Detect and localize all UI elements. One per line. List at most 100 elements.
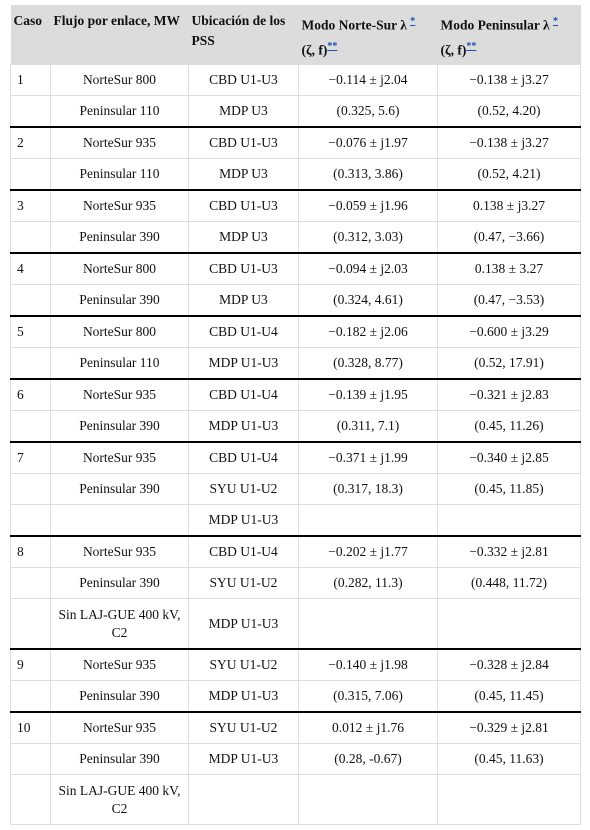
- table-cell: MDP U1-U3: [188, 598, 299, 650]
- table-cell: MDP U1-U3: [188, 743, 299, 775]
- table-row: 5 NorteSur 800 CBD U1-U4 −0.182 ± j2.06 −0.6…: [10, 315, 581, 348]
- table-cell: NorteSur 935: [50, 535, 189, 568]
- table-cell: MDP U1-U3: [188, 410, 299, 443]
- table-cell: (0.45, 11.45): [437, 680, 581, 713]
- table-cell: MDP U1-U3: [188, 347, 299, 380]
- table-cell: CBD U1-U4: [188, 441, 299, 474]
- caso-cell: [10, 410, 51, 443]
- table-cell: CBD U1-U4: [188, 535, 299, 568]
- table-cell: (0.45, 11.85): [437, 473, 581, 505]
- table-row: 2 NorteSur 935 CBD U1-U3 −0.076 ± j1.97 −0.1…: [10, 126, 581, 159]
- table-cell: NorteSur 800: [50, 315, 189, 348]
- table-cell: −0.371 ± j1.99: [298, 441, 438, 474]
- header-cell: Ubicación de los PSS: [188, 5, 299, 65]
- table-cell: NorteSur 800: [50, 64, 189, 96]
- table-cell: CBD U1-U4: [188, 315, 299, 348]
- table-cell: [188, 774, 299, 825]
- table-row: Peninsular 390 MDP U1-U3 (0.315, 7.06) (0.4…: [10, 680, 581, 713]
- table-cell: (0.282, 11.3): [298, 567, 438, 599]
- table-cell: −0.182 ± j2.06: [298, 315, 438, 348]
- table-cell: Peninsular 110: [50, 95, 189, 128]
- table-cell: −0.340 ± j2.85: [437, 441, 581, 474]
- table-cell: (0.311, 7.1): [298, 410, 438, 443]
- table-cell: Peninsular 390: [50, 221, 189, 254]
- table-cell: −0.600 ± j3.29: [437, 315, 581, 348]
- table-cell: Peninsular 390: [50, 680, 189, 713]
- table-cell: −0.059 ± j1.96: [298, 189, 438, 222]
- table-cell: (0.52, 17.91): [437, 347, 581, 380]
- table-row: 1 NorteSur 800 CBD U1-U3 −0.114 ± j2.04 −0.1…: [10, 64, 581, 96]
- table-cell: (0.328, 8.77): [298, 347, 438, 380]
- results-table: Caso Flujo por enlace, MW Ubicación de l…: [10, 5, 581, 825]
- table-header: Caso Flujo por enlace, MW Ubicación de l…: [10, 5, 581, 65]
- footnote-link[interactable]: **: [466, 40, 477, 52]
- table-cell: CBD U1-U3: [188, 189, 299, 222]
- caso-cell: 1: [10, 64, 51, 96]
- table-cell: [437, 504, 581, 537]
- table-cell: −0.321 ± j2.83: [437, 378, 581, 411]
- header-text: (ζ, f): [301, 42, 328, 57]
- header-text: (ζ, f): [440, 42, 467, 57]
- table-cell: 0.138 ± 3.27: [437, 252, 581, 285]
- table-cell: (0.325, 5.6): [298, 95, 438, 128]
- table-cell: (0.45, 11.26): [437, 410, 581, 443]
- table-cell: Peninsular 390: [50, 284, 189, 317]
- caso-cell: 2: [10, 126, 51, 159]
- table-cell: −0.140 ± j1.98: [298, 648, 438, 681]
- caso-cell: 4: [10, 252, 51, 285]
- table-cell: Peninsular 390: [50, 473, 189, 505]
- caso-cell: [10, 680, 51, 713]
- table-cell: MDP U3: [188, 221, 299, 254]
- caso-cell: [10, 567, 51, 599]
- header-cell: Modo Norte-Sur λ * (ζ, f)**: [298, 5, 438, 65]
- caso-cell: [10, 504, 51, 537]
- table-row: Sin LAJ-GUE 400 kV, C2 MDP U1-U3: [10, 598, 581, 650]
- header-cell: Caso: [10, 5, 51, 65]
- caso-cell: [10, 473, 51, 505]
- table-cell: (0.47, −3.66): [437, 221, 581, 254]
- table-cell: (0.52, 4.20): [437, 95, 581, 128]
- table-cell: (0.315, 7.06): [298, 680, 438, 713]
- table-cell: SYU U1-U2: [188, 648, 299, 681]
- table-cell: MDP U1-U3: [188, 504, 299, 537]
- table-cell: MDP U3: [188, 95, 299, 128]
- table-cell: Peninsular 110: [50, 158, 189, 191]
- table-cell: NorteSur 935: [50, 711, 189, 744]
- table-cell: MDP U3: [188, 158, 299, 191]
- table-cell: NorteSur 935: [50, 648, 189, 681]
- table-cell: (0.52, 4.21): [437, 158, 581, 191]
- table-cell: SYU U1-U2: [188, 567, 299, 599]
- table-row: 7 NorteSur 935 CBD U1-U4 −0.371 ± j1.99 −0.3…: [10, 441, 581, 474]
- table-row: Peninsular 390 MDP U3 (0.312, 3.03) (0.47, …: [10, 221, 581, 254]
- table-cell: (0.324, 4.61): [298, 284, 438, 317]
- caso-cell: 8: [10, 535, 51, 568]
- table-cell: [298, 504, 438, 537]
- table-row: 4 NorteSur 800 CBD U1-U3 −0.094 ± j2.03 0.13…: [10, 252, 581, 285]
- footnote-link[interactable]: **: [327, 40, 338, 52]
- table-cell: −0.139 ± j1.95: [298, 378, 438, 411]
- header-text: Modo Norte-Sur λ: [301, 17, 407, 33]
- table-row: Peninsular 390 MDP U1-U3 (0.28, -0.67) (0.4…: [10, 743, 581, 775]
- table-cell: [437, 774, 581, 825]
- footnote-link[interactable]: *: [410, 16, 416, 27]
- table-cell: MDP U1-U3: [188, 680, 299, 713]
- footnote-link[interactable]: *: [553, 16, 559, 27]
- table-cell: Peninsular 390: [50, 567, 189, 599]
- table-cell: (0.317, 18.3): [298, 473, 438, 505]
- table-cell: NorteSur 935: [50, 126, 189, 159]
- caso-cell: 10: [10, 711, 51, 744]
- table-row: Peninsular 390 SYU U1-U2 (0.282, 11.3) (0.4…: [10, 567, 581, 599]
- table-cell: (0.28, -0.67): [298, 743, 438, 775]
- caso-cell: [10, 347, 51, 380]
- table-cell: NorteSur 935: [50, 189, 189, 222]
- table-cell: −0.329 ± j2.81: [437, 711, 581, 744]
- table-row: Sin LAJ-GUE 400 kV, C2: [10, 774, 581, 825]
- table-cell: Peninsular 110: [50, 347, 189, 380]
- table-cell: Peninsular 390: [50, 743, 189, 775]
- caso-cell: [10, 221, 51, 254]
- table-cell: [437, 598, 581, 650]
- caso-cell: [10, 743, 51, 775]
- table-cell: CBD U1-U3: [188, 126, 299, 159]
- table-cell: SYU U1-U2: [188, 711, 299, 744]
